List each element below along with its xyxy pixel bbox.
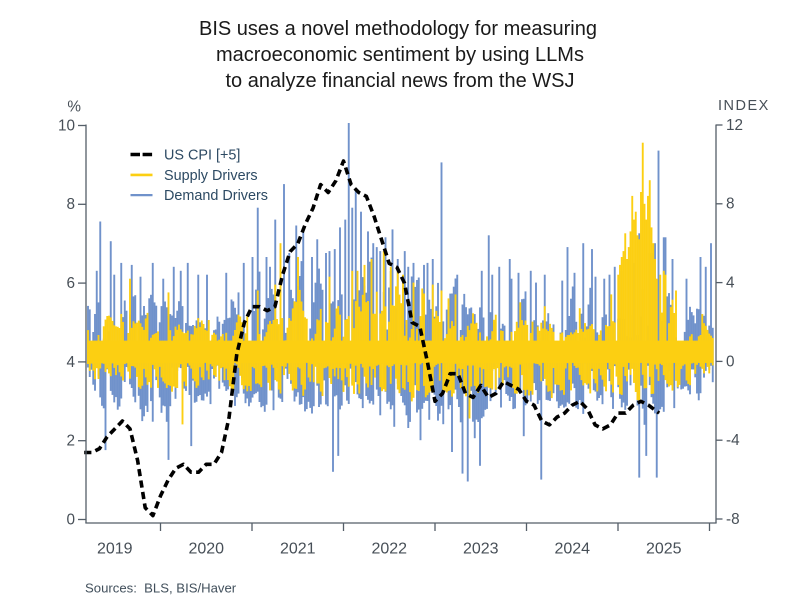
svg-text:-4: -4 xyxy=(726,432,740,449)
svg-text:6: 6 xyxy=(66,275,75,292)
svg-text:4: 4 xyxy=(66,354,75,371)
svg-text:2020: 2020 xyxy=(188,541,224,558)
svg-text:0: 0 xyxy=(726,353,735,370)
svg-text:2025: 2025 xyxy=(646,541,682,558)
svg-text:2023: 2023 xyxy=(463,541,499,558)
svg-text:8: 8 xyxy=(726,196,735,213)
svg-text:to analyze financial news from: to analyze financial news from the WSJ xyxy=(225,70,574,92)
svg-text:4: 4 xyxy=(726,275,735,292)
svg-text:BIS uses a novel methodology f: BIS uses a novel methodology for measuri… xyxy=(199,18,597,40)
svg-text:10: 10 xyxy=(58,117,75,134)
svg-text:-8: -8 xyxy=(726,511,740,528)
svg-text:2024: 2024 xyxy=(554,541,590,558)
svg-text:8: 8 xyxy=(66,196,75,213)
svg-text:2: 2 xyxy=(66,433,75,450)
svg-text:INDEX: INDEX xyxy=(718,98,770,114)
svg-text:Demand Drivers: Demand Drivers xyxy=(164,188,268,204)
svg-text:Sources: BLS, BIS/Haver: Sources: BLS, BIS/Haver xyxy=(85,581,237,596)
svg-text:Supply Drivers: Supply Drivers xyxy=(164,168,258,184)
svg-text:2019: 2019 xyxy=(97,541,133,558)
svg-text:%: % xyxy=(67,99,81,116)
svg-text:macroeconomic sentiment by usi: macroeconomic sentiment by using LLMs xyxy=(216,44,584,66)
svg-text:12: 12 xyxy=(726,117,743,134)
svg-text:2021: 2021 xyxy=(280,541,316,558)
svg-text:US CPI [+5]: US CPI [+5] xyxy=(164,148,240,164)
svg-text:0: 0 xyxy=(66,511,75,528)
svg-text:2022: 2022 xyxy=(371,541,407,558)
